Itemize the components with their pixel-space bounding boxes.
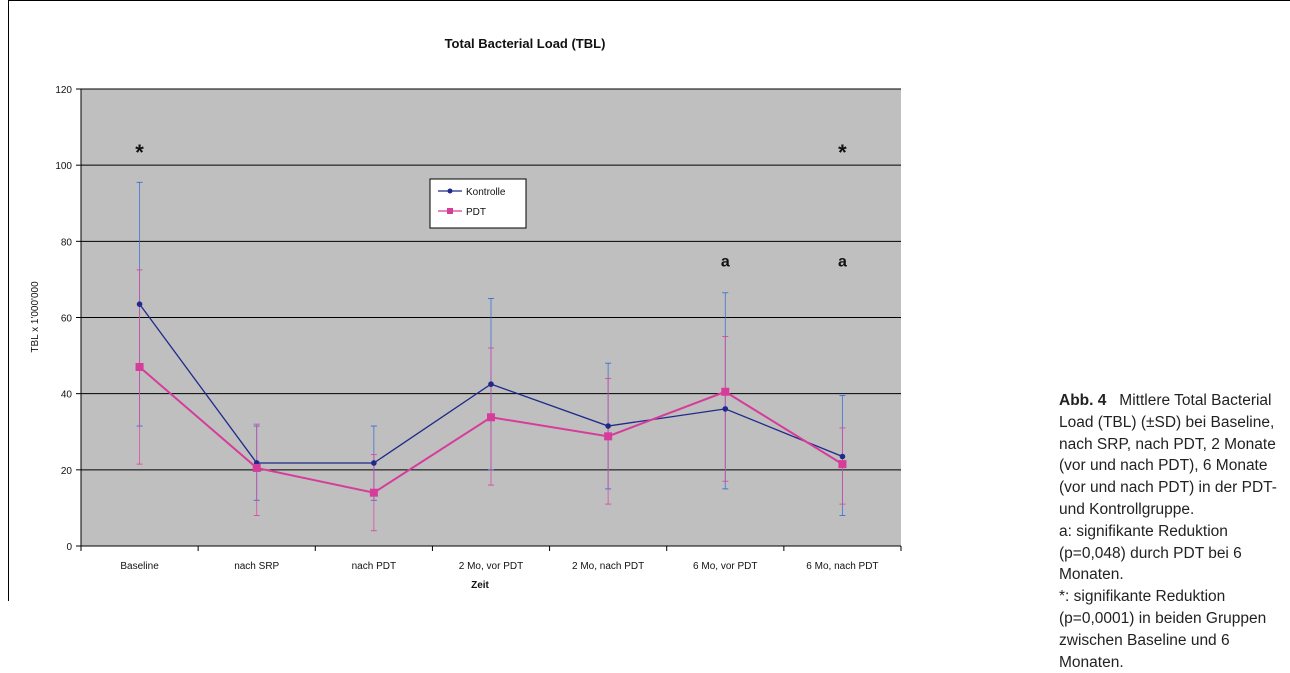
point-kontrolle — [371, 460, 377, 466]
annotation-a: a — [721, 253, 730, 270]
x-tick-label: nach SRP — [234, 561, 279, 572]
caption-label: Abb. 4 — [1059, 392, 1107, 409]
annotations: * * a a — [135, 140, 847, 270]
x-axis: Baseline nach SRP nach PDT 2 Mo, vor PDT 2 M… — [80, 545, 902, 572]
y-tick-label: 120 — [55, 85, 72, 96]
annotation-star: * — [135, 140, 144, 165]
tbl-line-chart: Total Bacterial Load (TBL) 0 20 40 60 80 100 1… — [30, 36, 902, 591]
legend-kontrolle-label: Kontrolle — [466, 187, 506, 198]
legend-pdt-label: PDT — [466, 207, 486, 218]
point-pdt — [252, 463, 261, 472]
point-kontrolle — [605, 423, 611, 429]
annotation-star: * — [838, 140, 847, 165]
x-axis-label: Zeit — [471, 580, 489, 591]
x-tick-label: 6 Mo, nach PDT — [806, 561, 878, 572]
x-tick-label: Baseline — [120, 561, 159, 572]
point-kontrolle — [488, 381, 494, 387]
y-axis: 0 20 40 60 80 100 120 — [55, 85, 82, 553]
legend-box — [429, 178, 527, 229]
y-tick-label: 60 — [61, 314, 73, 325]
point-pdt — [369, 488, 378, 497]
caption-note-a: a: signifikante Reduktion (p=0,048) durc… — [1059, 522, 1242, 584]
y-tick-label: 80 — [61, 237, 73, 248]
legend-pdt-marker — [447, 208, 453, 214]
y-axis-label: TBL x 1'000'000 — [30, 281, 41, 353]
point-pdt — [604, 432, 613, 441]
figure-frame — [8, 0, 1290, 601]
legend: Kontrolle PDT — [429, 178, 527, 229]
legend-kontrolle-marker — [447, 188, 453, 194]
caption-main: Abb. 4 Mittlere Total Bacterial Load (TB… — [1059, 390, 1289, 521]
point-kontrolle — [839, 453, 846, 460]
point-kontrolle — [722, 406, 729, 412]
y-tick-label: 0 — [66, 542, 72, 553]
point-pdt — [721, 387, 730, 396]
y-tick-label: 20 — [61, 466, 73, 477]
x-tick-label: 6 Mo, vor PDT — [693, 561, 757, 572]
point-pdt — [838, 460, 847, 469]
chart-title: Total Bacterial Load (TBL) — [445, 36, 606, 51]
x-tick-label: 2 Mo, vor PDT — [459, 561, 523, 572]
point-pdt — [487, 413, 495, 422]
point-kontrolle — [136, 301, 143, 307]
y-tick-label: 40 — [61, 390, 73, 401]
y-tick-label: 100 — [55, 161, 72, 172]
point-pdt — [135, 363, 144, 372]
series-points — [135, 301, 847, 497]
caption-note-star: *: signifikante Reduktion (p=0,0001) in … — [1059, 588, 1267, 671]
figure-caption: Abb. 4 Mittlere Total Bacterial Load (TB… — [1059, 390, 1289, 673]
caption-text: Mittlere Total Bacterial Load (TBL) (±SD… — [1059, 392, 1277, 518]
x-tick-label: 2 Mo, nach PDT — [572, 561, 644, 572]
annotation-a: a — [838, 253, 847, 270]
x-tick-label: nach PDT — [352, 561, 396, 572]
